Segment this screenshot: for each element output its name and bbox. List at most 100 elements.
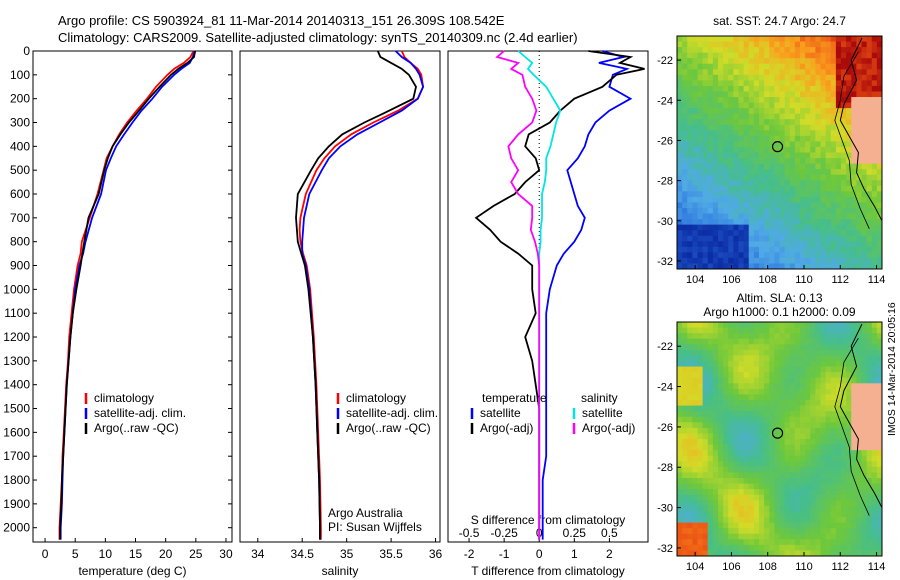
depth-tick-label: 0: [23, 44, 30, 58]
coastline-sst: [839, 37, 883, 222]
figure-title-line1: Argo profile: CS 5903924_81 11-Mar-2014 …: [58, 13, 505, 28]
depth-tick-label: 600: [10, 187, 30, 201]
temperature-xtick-label: 5: [72, 547, 79, 561]
map-xtick-label: 104: [686, 561, 704, 573]
temperature-legend-entry-label: climatology: [94, 391, 154, 405]
salinity-xtick-label: 35: [340, 547, 354, 561]
map-ytick-label: -26: [657, 422, 673, 434]
depth-tick-label: 300: [10, 116, 30, 130]
depth-tick-label: 100: [10, 68, 30, 82]
depth-tick-label: 1900: [3, 497, 30, 511]
map-xtick-label: 106: [722, 561, 740, 573]
sla-map-title-line2: Argo h1000: 0.1 h2000: 0.09: [703, 305, 855, 319]
difference-series-line: [474, 50, 645, 540]
difference-series-line: [541, 50, 633, 540]
map-ytick-label: -28: [657, 176, 673, 188]
difference-legend-entry-label: Argo(-adj): [582, 421, 635, 435]
depth-tick-label: 700: [10, 211, 30, 225]
temperature-xtick-label: 20: [159, 547, 173, 561]
salinity-xtick-label: 36: [429, 547, 443, 561]
sla-map-title-line1: Altim. SLA: 0.13: [736, 291, 822, 305]
shelf-contour-sst: [834, 51, 870, 229]
map-xtick-label: 106: [722, 274, 740, 286]
salinity-difference-tick-label: -0.25: [490, 526, 518, 540]
map-ytick-label: -28: [657, 462, 673, 474]
shelf-contour-sla: [834, 337, 870, 516]
argo-australia-label: Argo Australia: [328, 506, 403, 520]
map-frame-sla: [676, 321, 883, 557]
difference-panel-frame: [447, 50, 649, 543]
salinity-difference-tick-label: 0.25: [563, 526, 587, 540]
map-xtick-label: 104: [686, 274, 704, 286]
depth-tick-label: 1600: [3, 425, 30, 439]
map-cells-sla: [677, 322, 883, 557]
depth-tick-label: 1700: [3, 449, 30, 463]
difference-legend-salinity-title: salinity: [581, 391, 618, 405]
argo-location-marker: [771, 427, 784, 439]
salinity-panel-frame: [239, 50, 441, 543]
temperature-xtick-label: 10: [99, 547, 113, 561]
difference-xtick-label: -2: [464, 547, 475, 561]
map-xtick-label: 110: [795, 561, 813, 573]
map-xtick-label: 112: [832, 561, 850, 573]
salinity-series-line: [295, 50, 417, 540]
difference-xtick-label: 0: [536, 547, 543, 561]
depth-tick-label: 900: [10, 259, 30, 273]
salinity-xtick-label: 34.5: [291, 547, 315, 561]
map-ytick-label: -32: [657, 543, 673, 555]
salinity-legend-entry-label: satellite-adj. clim.: [346, 406, 438, 420]
depth-tick-label: 200: [10, 92, 30, 106]
depth-tick-label: 1300: [3, 354, 30, 368]
coastline-sla: [839, 323, 883, 508]
map-xtick-label: 114: [868, 274, 886, 286]
map-ytick-label: -30: [657, 216, 673, 228]
argo-location-marker: [771, 141, 784, 153]
difference-legend-entry-label: satellite: [582, 406, 623, 420]
map-xtick-label: 112: [832, 274, 850, 286]
difference-xtick-label: -1: [499, 547, 510, 561]
temperature-legend-entry-label: Argo(..raw -QC): [94, 421, 179, 435]
salinity-legend-entry-label: climatology: [346, 391, 406, 405]
temperature-series-line: [59, 50, 197, 540]
depth-tick-label: 1200: [3, 330, 30, 344]
map-xtick-label: 110: [795, 274, 813, 286]
map-cells-sst: [677, 36, 883, 270]
map-ytick-label: -24: [657, 382, 673, 394]
map-ytick-label: -22: [657, 55, 673, 67]
salinity-difference-axis-label: S difference from climatology: [471, 513, 626, 527]
salinity-legend-entry-label: Argo(..raw -QC): [346, 421, 431, 435]
map-ytick-label: -24: [657, 95, 673, 107]
map-ytick-label: -26: [657, 135, 673, 147]
difference-legend-entry-label: satellite: [480, 406, 521, 420]
temperature-axis-label: temperature (deg C): [78, 564, 186, 578]
salinity-difference-tick-label: -0.5: [459, 526, 480, 540]
map-ytick-label: -32: [657, 256, 673, 268]
salinity-xtick-label: 34: [251, 547, 265, 561]
difference-xtick-label: 2: [606, 547, 613, 561]
depth-tick-label: 1100: [4, 306, 30, 320]
temperature-difference-axis-label: T difference from climatology: [471, 564, 625, 578]
salinity-difference-tick-label: 0.5: [601, 526, 618, 540]
temperature-xtick-label: 30: [219, 547, 233, 561]
depth-tick-label: 1500: [3, 402, 30, 416]
depth-tick-label: 2000: [3, 521, 30, 535]
salinity-axis-label: salinity: [322, 564, 359, 578]
depth-tick-label: 1400: [3, 378, 30, 392]
figure-title-line2: Climatology: CARS2009. Satellite-adjuste…: [58, 30, 578, 45]
temperature-panel-frame: [32, 50, 233, 543]
difference-legend-temperature-title: temperature: [482, 391, 547, 405]
difference-xtick-label: 1: [571, 547, 578, 561]
depth-tick-label: 1800: [3, 473, 30, 487]
map-xtick-label: 114: [868, 561, 886, 573]
map-ytick-label: -22: [657, 341, 673, 353]
map-xtick-label: 108: [759, 274, 777, 286]
map-ytick-label: -30: [657, 503, 673, 515]
pi-label: PI: Susan Wijffels: [328, 520, 422, 534]
depth-tick-label: 400: [10, 139, 30, 153]
temperature-xtick-label: 25: [189, 547, 203, 561]
map-frame-sst: [676, 35, 883, 270]
temperature-series-line: [58, 50, 195, 540]
difference-legend-entry-label: Argo(-adj): [480, 421, 533, 435]
sst-map-title: sat. SST: 24.7 Argo: 24.7: [713, 14, 846, 28]
